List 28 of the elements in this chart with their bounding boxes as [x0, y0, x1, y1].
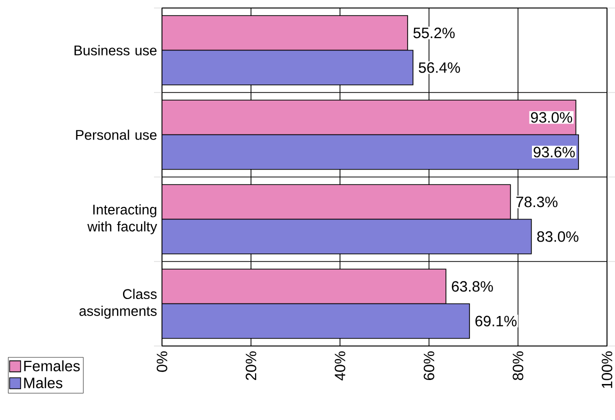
data-label: 55.2%: [413, 28, 455, 38]
data-label: 83.0%: [537, 231, 578, 242]
data-label: 93.6%: [534, 146, 575, 158]
bar: [162, 303, 470, 339]
bar: [162, 50, 414, 86]
data-label: 63.8%: [452, 281, 493, 292]
data-label: 78.3%: [516, 196, 558, 208]
y-tick-label: Business use: [74, 45, 157, 56]
y-tick-label: Personal use: [76, 130, 157, 140]
y-tick-label: Class assignments: [79, 288, 157, 319]
y-tick-label: Interacting with faculty: [87, 204, 158, 234]
bar: [162, 134, 579, 170]
x-tick-label: 80%: [512, 351, 524, 380]
data-label: 56.4%: [418, 62, 460, 73]
bar: [162, 15, 408, 51]
x-tick-label: 60%: [424, 351, 434, 380]
bar: [162, 100, 576, 136]
bar: [162, 218, 532, 254]
legend-label: Males: [24, 377, 62, 388]
data-label: 69.1%: [475, 316, 517, 326]
x-tick-label: 0%: [156, 351, 168, 372]
bar: [162, 184, 511, 220]
bar: [162, 268, 446, 304]
x-tick-label: 20%: [246, 351, 256, 380]
data-label: 93.0%: [530, 112, 572, 123]
x-tick-label: 40%: [334, 351, 346, 380]
x-tick-label: 100%: [602, 351, 612, 388]
legend-label: Females: [24, 360, 80, 372]
